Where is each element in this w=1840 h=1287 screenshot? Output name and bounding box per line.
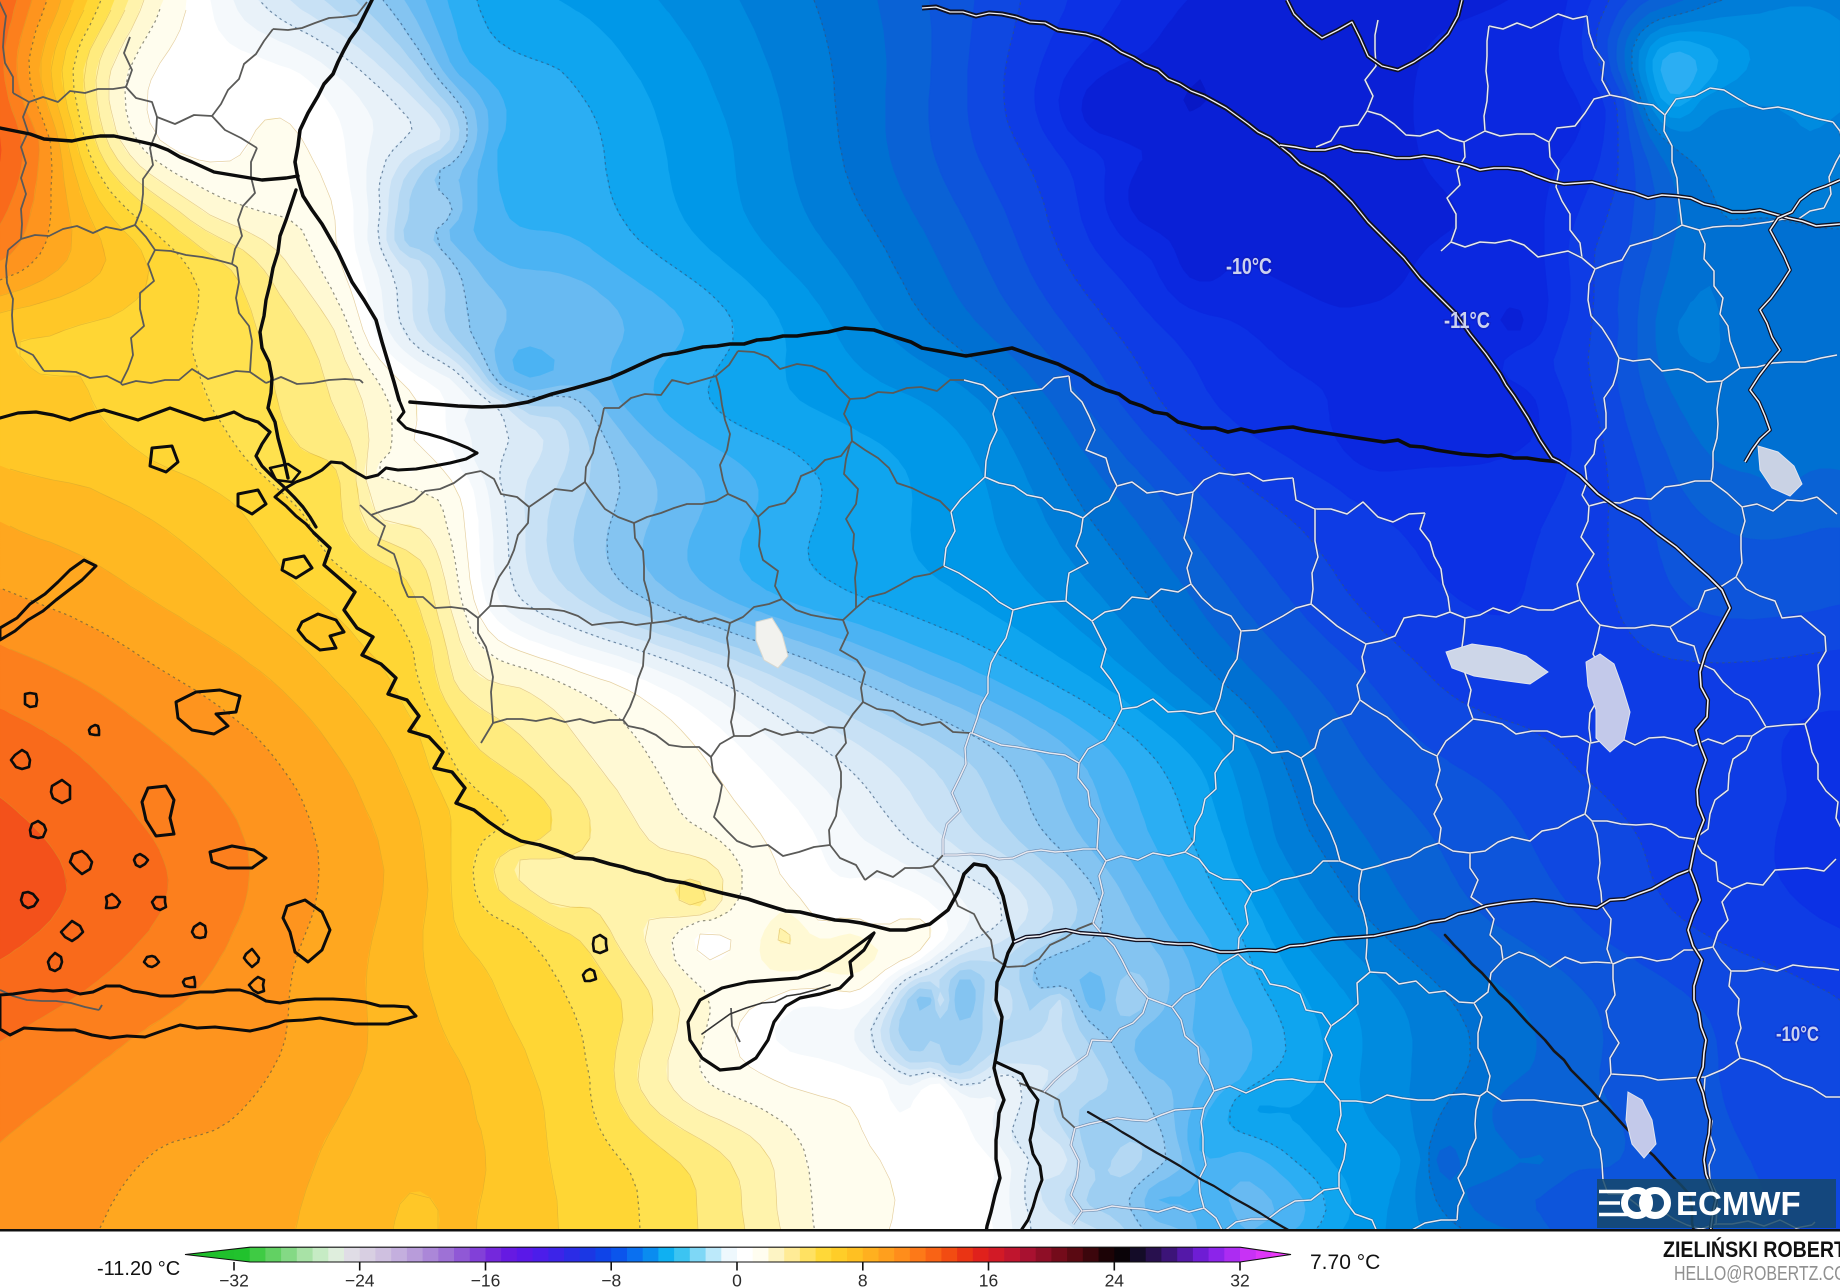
svg-text:-11°C: -11°C [1444, 307, 1490, 333]
svg-text:32: 32 [1230, 1271, 1249, 1287]
svg-text:HELLO@ROBERTZ.COM: HELLO@ROBERTZ.COM [1674, 1263, 1840, 1285]
svg-text:−24: −24 [345, 1271, 375, 1287]
svg-text:0: 0 [732, 1271, 742, 1287]
svg-text:16: 16 [979, 1271, 998, 1287]
svg-text:8: 8 [858, 1271, 868, 1287]
svg-text:7.70 °C: 7.70 °C [1310, 1251, 1380, 1274]
svg-text:-11.20 °C: -11.20 °C [97, 1258, 180, 1280]
svg-text:-10°C: -10°C [1776, 1023, 1819, 1046]
svg-text:−32: −32 [219, 1271, 249, 1287]
svg-text:ZIELIŃSKI ROBERT: ZIELIŃSKI ROBERT [1663, 1237, 1840, 1262]
svg-text:ECMWF: ECMWF [1676, 1185, 1801, 1222]
svg-text:-10°C: -10°C [1226, 253, 1272, 279]
svg-text:−8: −8 [601, 1271, 621, 1287]
svg-text:24: 24 [1105, 1271, 1125, 1287]
svg-text:−16: −16 [471, 1271, 501, 1287]
